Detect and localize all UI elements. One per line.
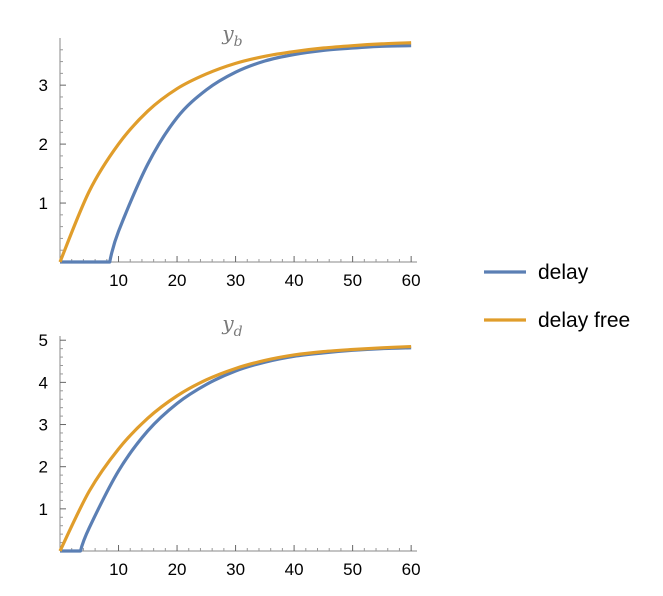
- x-tick-label: 50: [343, 560, 362, 579]
- x-tick-label: 30: [226, 271, 245, 290]
- y-tick-label: 1: [39, 500, 48, 519]
- y-tick-label: 2: [39, 458, 48, 477]
- series-line-delay: [60, 346, 412, 553]
- x-tick-label: 30: [226, 560, 245, 579]
- chart-title-main: y: [221, 311, 234, 335]
- chart-panel-yb: 10 20 30 40 50 60 1 2 3 yb: [39, 21, 421, 290]
- x-tick-label: 10: [109, 271, 128, 290]
- y-tick-label: 3: [39, 416, 48, 435]
- chart-title: yd: [221, 311, 242, 340]
- x-tick-label: 20: [168, 560, 187, 579]
- y-tick-label: 3: [39, 76, 48, 95]
- y-tick-label: 2: [39, 135, 48, 154]
- x-tick-label: 50: [343, 271, 362, 290]
- chart-panel-yd: 10 20 30 40 50 60 1 2 3 4 5 yd: [39, 311, 421, 579]
- chart-title-main: y: [221, 21, 234, 45]
- chart-title-subscript: b: [234, 34, 243, 50]
- x-tick-label: 60: [402, 271, 421, 290]
- x-tick-label: 10: [109, 560, 128, 579]
- x-tick-label: 40: [285, 271, 304, 290]
- x-tick-label: 20: [168, 271, 187, 290]
- legend-label: delay free: [538, 309, 630, 332]
- x-tick-label: 40: [285, 560, 304, 579]
- y-tick-label: 5: [39, 331, 48, 350]
- chart-legend: delay delay free: [484, 261, 630, 332]
- series-line-delay: [60, 44, 412, 264]
- chart-title-subscript: d: [234, 324, 243, 340]
- series-line-delay-free: [58, 41, 412, 263]
- y-tick-label: 4: [39, 373, 48, 392]
- y-tick-label: 1: [39, 194, 48, 213]
- x-tick-label: 60: [402, 560, 421, 579]
- chart-title: yb: [221, 21, 242, 50]
- legend-label: delay: [538, 261, 589, 284]
- series-line-delay-free: [58, 344, 412, 552]
